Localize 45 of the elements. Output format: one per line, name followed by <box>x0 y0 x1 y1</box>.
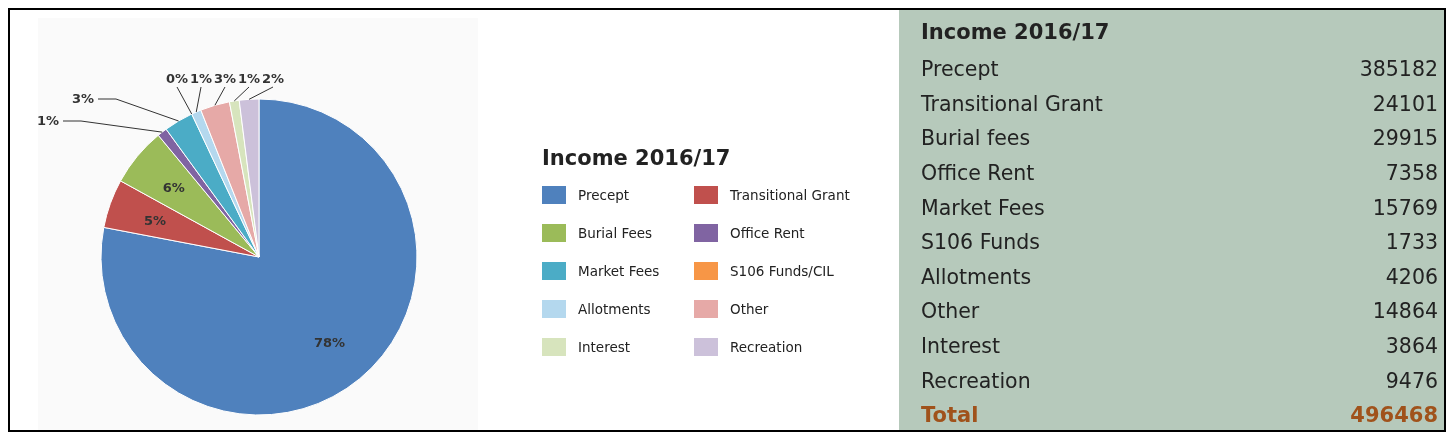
data-label: 1% <box>237 71 261 86</box>
legend-label: Burial Fees <box>578 225 653 241</box>
legend-label: Interest <box>578 339 631 355</box>
legend-title: Income 2016/17 <box>542 146 732 170</box>
data-label: 385182 <box>1359 57 1438 82</box>
data-label: 1% <box>36 113 59 128</box>
data-label: 1% <box>189 71 213 86</box>
legend-label: S106 Funds/CIL <box>730 263 834 279</box>
legend-label: Transitional Grant <box>730 187 850 203</box>
legend-label: Market Fees <box>578 263 660 279</box>
data-label: 3% <box>213 71 237 86</box>
data-label: 5% <box>143 212 166 228</box>
data-label: 14864 <box>1372 299 1438 324</box>
category-label: S106 Funds <box>921 230 1041 255</box>
legend-label: Recreation <box>730 339 803 355</box>
data-label: 78% <box>313 335 346 351</box>
category-label: Burial fees <box>921 126 1031 151</box>
category-label: Office Rent <box>921 161 1035 186</box>
legend-label: Precept <box>578 187 630 203</box>
legend-label: Office Rent <box>730 225 805 241</box>
text: Total <box>921 403 979 428</box>
text: 0% <box>165 71 189 86</box>
data-label: 7358 <box>1385 161 1438 186</box>
pie-slice <box>100 98 418 416</box>
category-label: Allotments <box>921 264 1032 289</box>
text: 496468 <box>1350 403 1438 428</box>
category-label: Precept <box>921 57 999 82</box>
category-label: Market Fees <box>921 195 1045 220</box>
category-label: Other <box>921 299 980 324</box>
category-label: Recreation <box>921 368 1031 393</box>
category-label: Transitional Grant <box>921 91 1103 116</box>
legend-label: Allotments <box>578 301 651 317</box>
data-label: 1733 <box>1385 230 1438 255</box>
category-label: Interest <box>921 334 1000 359</box>
text: Income 2016/17 <box>921 20 1111 46</box>
legend-label: Other <box>730 301 769 317</box>
data-label: 29915 <box>1372 126 1438 151</box>
data-label: 15769 <box>1372 195 1438 220</box>
data-label: 3864 <box>1385 334 1438 359</box>
data-label: 9476 <box>1385 368 1438 393</box>
data-label: 2% <box>261 71 285 86</box>
data-label: 6% <box>162 179 185 195</box>
data-label: 24101 <box>1372 91 1438 116</box>
data-label: 4206 <box>1385 264 1438 289</box>
data-label: 3% <box>71 91 94 106</box>
